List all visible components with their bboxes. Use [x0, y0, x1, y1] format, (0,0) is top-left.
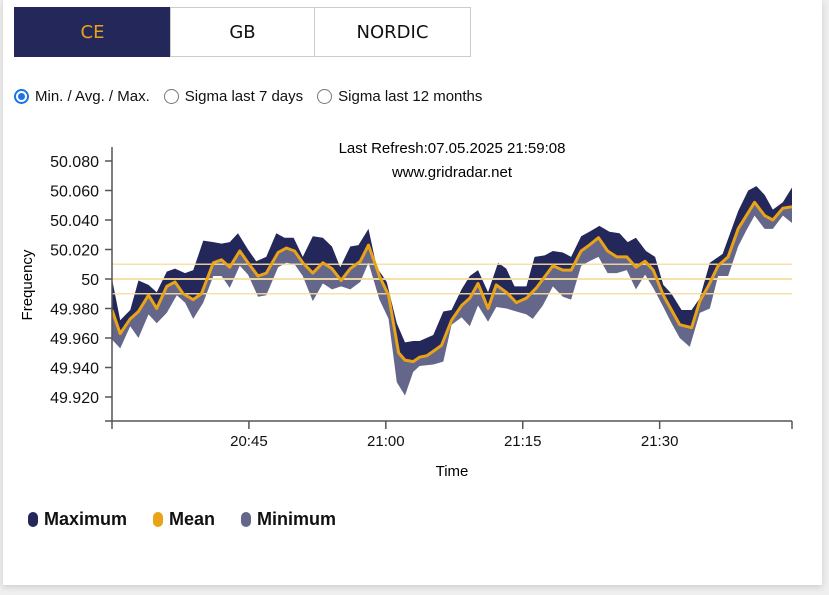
y-tick-label: 50.080	[50, 154, 99, 171]
legend-label: Minimum	[257, 509, 337, 529]
y-tick-label: 50.020	[50, 243, 99, 260]
y-tick-label: 49.920	[50, 390, 99, 407]
x-tick-label: 21:30	[641, 433, 679, 450]
radio-label: Sigma last 12 months	[338, 88, 483, 105]
y-tick-label: 50	[81, 272, 99, 289]
y-tick-label: 50.060	[50, 184, 99, 201]
legend-item-minimum[interactable]: Minimum	[241, 509, 336, 530]
legend-swatch-icon	[241, 512, 252, 527]
x-axis-label: Time	[436, 463, 469, 480]
legend-label: Maximum	[44, 509, 128, 529]
x-tick-label: 21:00	[367, 433, 405, 450]
x-tick-label: 21:15	[504, 433, 542, 450]
radio-sigma-7-days[interactable]: Sigma last 7 days	[163, 88, 304, 105]
radio-min-avg-max[interactable]: Min. / Avg. / Max.	[14, 88, 150, 105]
radio-sigma-12-months[interactable]: Sigma last 12 months	[317, 88, 482, 105]
grid-region-tabs: CE GB NORDIC	[14, 7, 471, 57]
x-tick-label: 20:45	[230, 433, 268, 450]
legend-swatch-icon	[153, 512, 164, 527]
radio-unselected-icon[interactable]	[317, 89, 333, 104]
y-tick-label: 49.980	[50, 302, 99, 319]
radio-label: Min. / Avg. / Max.	[35, 88, 150, 105]
mode-radio-group: Min. / Avg. / Max. Sigma last 7 days Sig…	[14, 88, 496, 105]
radio-unselected-icon[interactable]	[163, 89, 179, 104]
legend-label: Mean	[169, 509, 216, 529]
minimum-band	[112, 202, 792, 396]
mean-line	[110, 200, 793, 364]
y-tick-label: 49.940	[50, 361, 99, 378]
radio-label: Sigma last 7 days	[184, 88, 304, 105]
radio-selected-icon[interactable]	[14, 89, 29, 104]
legend-swatch-icon	[28, 512, 38, 527]
tab-ce[interactable]: CE	[14, 7, 171, 57]
tab-nordic[interactable]: NORDIC	[314, 7, 471, 57]
y-axis-label: Frequency	[19, 249, 36, 320]
y-tick-label: 50.040	[50, 213, 99, 230]
legend-item-maximum[interactable]: Maximum	[28, 509, 127, 530]
legend-item-mean[interactable]: Mean	[153, 509, 215, 530]
chart-legend: Maximum Mean Minimum	[28, 509, 362, 530]
chart-subtitle: www.gridradar.net	[391, 164, 513, 181]
y-tick-label: 49.960	[50, 331, 99, 348]
chart-title: Last Refresh:07.05.2025 21:59:08	[339, 140, 566, 157]
